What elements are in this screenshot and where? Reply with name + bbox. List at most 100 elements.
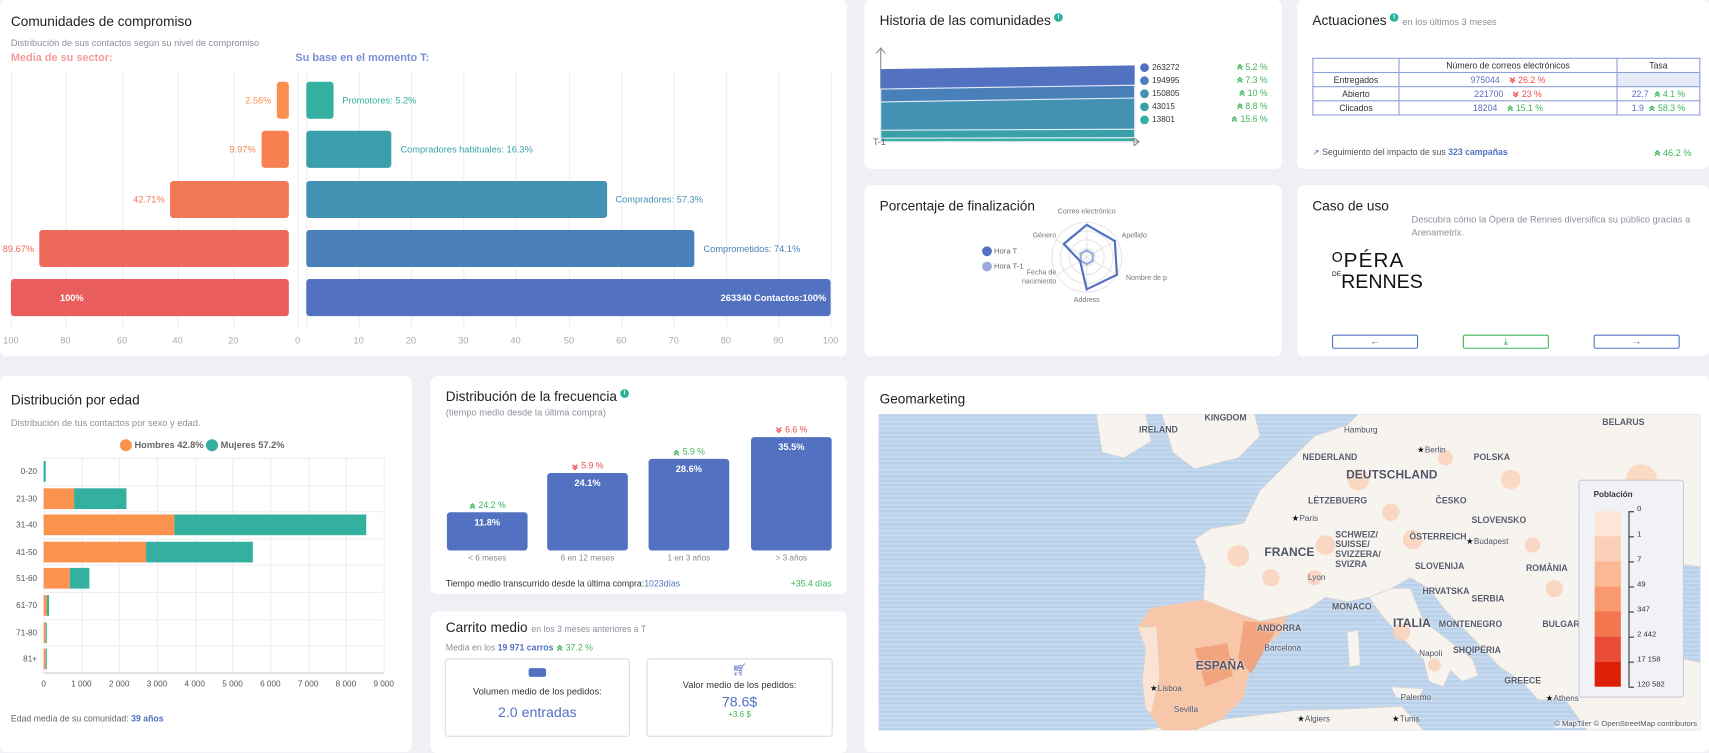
value-value: 78.6$: [721, 693, 758, 710]
map-attribution[interactable]: © MapTiler © OpenStreetMap contributors: [1554, 720, 1698, 729]
label-text: ÖSTERREICH: [1409, 531, 1467, 542]
volume-value: 2.0 entradas: [497, 704, 577, 721]
legend-value: 13801: [1152, 114, 1175, 125]
card-title: Historia de las comunidades i: [880, 13, 1063, 28]
map-label: Sevilla: [1174, 704, 1198, 714]
category-label: 0-20: [20, 466, 38, 477]
map-label: ★Lisboa: [1150, 683, 1182, 693]
legend-women[interactable]: Mujeres 57.2%: [220, 439, 285, 451]
ticket-icon: [528, 668, 547, 677]
label-text: HRVATSKA: [1422, 586, 1470, 597]
x-tick-label: 30: [458, 334, 469, 346]
frequency-bar: [648, 459, 730, 551]
map[interactable]: KINGDOM IRELAND Hamburg ★Berlin BELARUS NEDER…: [878, 414, 1701, 731]
card-title: Caso de uso: [1312, 198, 1389, 214]
count-value: 18204: [1473, 103, 1498, 113]
email-count-cell: 975044 26.2 %: [1398, 71, 1618, 88]
radar-axis-label: Fecha de nacimiento: [1022, 269, 1056, 286]
x-tick-label: 10: [353, 334, 364, 346]
legend-tick-label: 0: [1637, 505, 1642, 514]
gridline: [830, 70, 832, 327]
change-value: 7.3 %: [1245, 75, 1268, 86]
radar-series-hora-t: [1062, 223, 1119, 291]
period-text: en los últimos 3 meses: [1402, 16, 1497, 28]
legend-value: 263272: [1152, 62, 1180, 72]
campaigns-link[interactable]: ↗ Seguimiento del impacto de sus 323 cam…: [1312, 147, 1507, 157]
label-text: Paris: [1299, 513, 1319, 524]
info-icon[interactable]: i: [1054, 13, 1063, 22]
change-value: 26.2 %: [1518, 74, 1546, 85]
previous-button[interactable]: ←: [1331, 334, 1419, 349]
sector-label: Media de su sector:: [10, 52, 113, 65]
value-change: +3.6 $: [728, 709, 752, 720]
x-tick-label: 5 000: [222, 679, 243, 689]
gridline: [778, 70, 780, 327]
table-row: Clicados 18204 15.1 % 1.9 58.3 %: [1312, 100, 1701, 116]
map-label: BELARUS: [1602, 417, 1644, 427]
legend-text: Hora T-1: [994, 263, 1024, 271]
gridline: [297, 70, 299, 327]
arrow-up-icon: [469, 502, 476, 509]
arrow-up-icon: [1654, 90, 1660, 97]
radar-axis-label: Address: [1074, 296, 1100, 304]
gridline: [621, 70, 623, 327]
x-tick-label: 1 000: [71, 679, 92, 689]
category-label: 61-70: [16, 600, 38, 611]
legend-dot-women: [206, 439, 219, 452]
cart-count: 19 971 carros: [497, 643, 554, 653]
bar-mujeres: [46, 595, 49, 616]
legend-tick-label: 49: [1637, 580, 1646, 589]
legend-hora-t-1[interactable]: Hora T-1: [982, 261, 1024, 272]
label-text: ESPAÑA: [1195, 659, 1245, 673]
email-count-cell: 18204 15.1 %: [1398, 100, 1618, 116]
footer-value: 1023días: [644, 578, 681, 589]
bar-mujeres: [145, 541, 254, 563]
legend-swatch: [1594, 586, 1621, 612]
map-label: ★Berlin: [1417, 445, 1446, 455]
x-tick-label: 20: [405, 334, 417, 346]
row-gridline: [43, 591, 384, 593]
bar-value-label: 24.1%: [574, 477, 601, 489]
map-label: GREECE: [1504, 676, 1541, 686]
card-title: Distribución de la frecuencia i: [446, 389, 629, 404]
map-label: Palermo: [1401, 692, 1431, 702]
label-text: IRELAND: [1139, 425, 1178, 435]
x-tick-label: 3 000: [146, 679, 168, 689]
map-label: SLOVENSKO: [1472, 516, 1527, 526]
map-label: SERBIA: [1472, 594, 1505, 604]
footer-text: Edad media de su comunidad:: [10, 713, 132, 724]
legend-men[interactable]: Hombres 42.8%: [134, 439, 204, 451]
card-title: Comunidades de compromiso: [10, 14, 192, 30]
label-text: SLOVENIJA: [1414, 561, 1465, 572]
download-button[interactable]: ⤓: [1462, 334, 1549, 349]
cart-average: Media en los 19 971 carros 37.2 %: [446, 643, 593, 653]
row-gridline: [43, 618, 384, 620]
change-value: 5.9 %: [682, 447, 705, 457]
label-text: Budapest: [1473, 536, 1509, 547]
arrow-down-icon: [1513, 91, 1519, 98]
info-icon[interactable]: i: [1389, 13, 1399, 22]
legend-hora-t[interactable]: Hora T: [982, 246, 1017, 257]
history-area: [880, 137, 1136, 143]
category-label: 6 en 12 meses: [560, 552, 615, 563]
sector-value-label: 89.67%: [2, 242, 35, 254]
base-value-label: Promotores: 5.2%: [342, 94, 417, 106]
map-label: Barcelona: [1264, 643, 1301, 653]
legend-tick: [1628, 536, 1634, 538]
info-icon[interactable]: i: [620, 389, 629, 398]
card-title: Distribución por edad: [10, 392, 140, 408]
history-chart: [875, 47, 1140, 147]
bar-hombres: [43, 541, 146, 563]
capital-star-icon: ★: [1297, 713, 1305, 724]
row-gridline: [43, 484, 384, 486]
sector-value-label: 9.97%: [229, 144, 256, 156]
rate-value: 22.7: [1631, 88, 1649, 99]
period-text: en los 3 meses anteriores a T: [531, 624, 647, 635]
legend-swatch: [1594, 536, 1621, 562]
next-button[interactable]: →: [1593, 334, 1680, 349]
bar-hombres: [43, 648, 46, 670]
title-text: Distribución de la frecuencia: [445, 389, 617, 405]
map-label: BULGARIA: [1542, 619, 1588, 629]
rate-value: 1.9: [1631, 103, 1644, 113]
x-tick-label: 7 000: [297, 679, 319, 689]
